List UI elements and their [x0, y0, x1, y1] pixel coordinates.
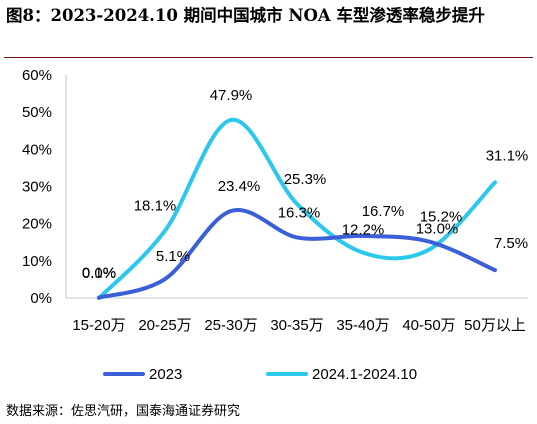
- x-tick-label: 35-40万: [336, 317, 389, 334]
- data-label: 0.0%: [82, 265, 116, 282]
- title-divider: [4, 57, 533, 58]
- data-label: 23.4%: [218, 178, 261, 195]
- x-tick-label: 20-25万: [138, 317, 191, 334]
- y-tick-label: 20%: [22, 216, 52, 233]
- data-label: 7.5%: [494, 235, 528, 252]
- data-label: 16.3%: [278, 204, 321, 221]
- x-tick-label: 40-50万: [402, 317, 455, 334]
- source-note: 数据来源：佐思汽研，国泰海通证券研究: [6, 404, 241, 419]
- line-chart: 0% 10% 20% 30% 40% 50% 60% 15-20万 20-25万 25-30万 3…: [22, 67, 528, 383]
- x-tick-label: 25-30万: [204, 317, 257, 334]
- y-tick-label: 0%: [30, 290, 52, 307]
- series-line-0: [97, 207, 497, 300]
- data-label: 12.2%: [342, 222, 385, 239]
- legend-label: 2024.1-2024.10: [312, 366, 417, 383]
- data-label: 5.1%: [156, 248, 190, 265]
- x-axis: 15-20万 20-25万 25-30万 30-35万 35-40万 40-50万 50万以…: [66, 297, 528, 334]
- y-tick-label: 50%: [22, 104, 52, 121]
- chart-title: 图8：2023-2024.10 期间中国城市 NOA 车型渗透率稳步提升: [6, 6, 485, 25]
- series-line-1: [97, 117, 497, 300]
- x-tick-label: 30-35万: [270, 317, 323, 334]
- data-label: 25.3%: [284, 171, 327, 188]
- legend-label: 2023: [149, 366, 182, 383]
- legend: 2023 2024.1-2024.10: [103, 366, 417, 383]
- data-label: 16.7%: [362, 203, 405, 220]
- series-lines: [97, 117, 497, 300]
- y-tick-label: 10%: [22, 253, 52, 270]
- data-label: 47.9%: [210, 87, 253, 104]
- data-label: 31.1%: [486, 147, 529, 164]
- y-tick-label: 60%: [22, 67, 52, 84]
- x-tick-label: 50万以上: [464, 317, 526, 334]
- data-label: 13.0%: [416, 221, 459, 238]
- y-tick-label: 30%: [22, 179, 52, 196]
- x-tick-label: 15-20万: [72, 317, 125, 334]
- data-label: 18.1%: [134, 198, 177, 215]
- data-labels: 0.1% 5.1% 23.4% 16.3% 16.7% 15.2% 7.5% 0.0% 18.1…: [82, 87, 528, 282]
- y-axis: 0% 10% 20% 30% 40% 50% 60%: [22, 67, 67, 307]
- y-tick-label: 40%: [22, 141, 52, 158]
- data-label: 15.2%: [420, 209, 463, 226]
- data-label: 0.1%: [82, 265, 116, 282]
